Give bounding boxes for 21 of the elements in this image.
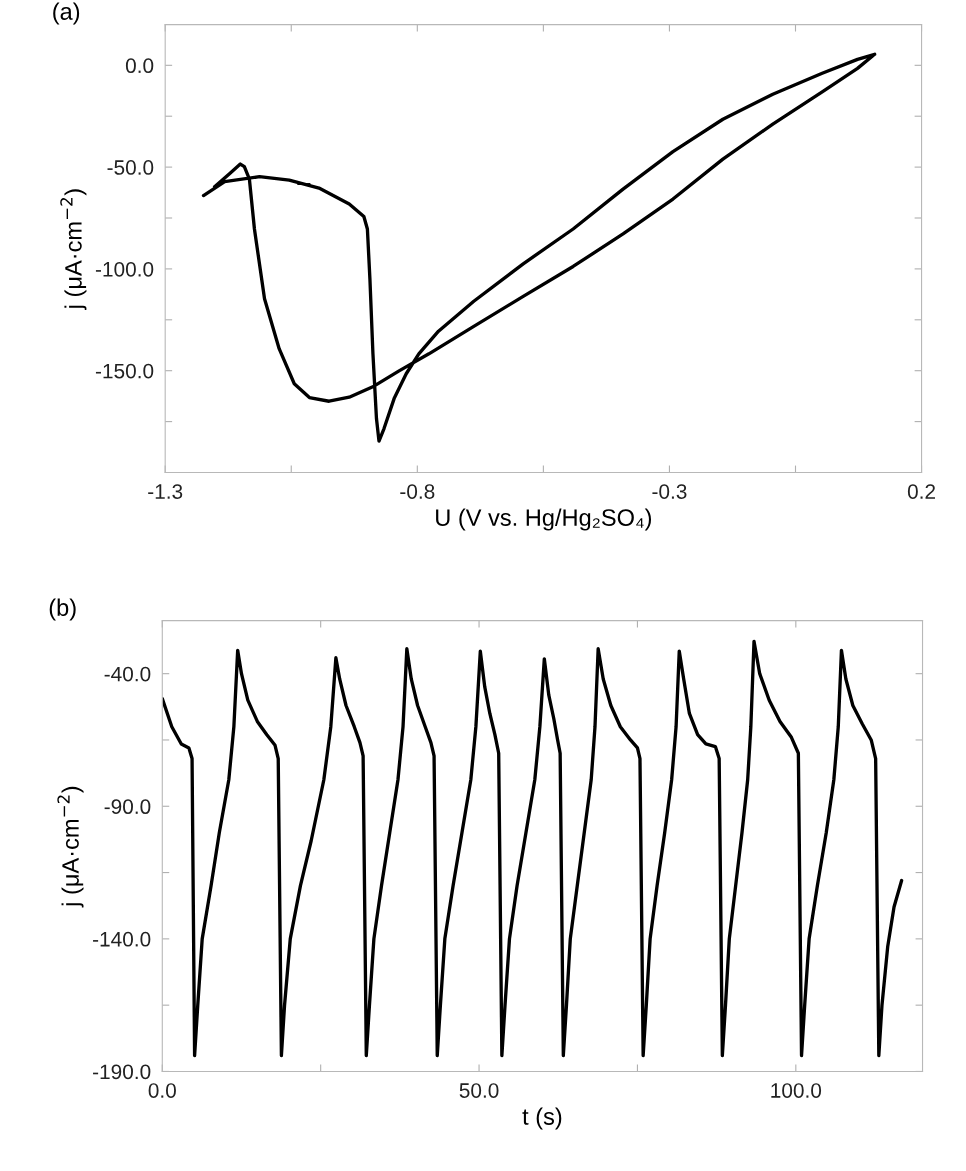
y-axis-title: j (μA·cm$^{−2}$) [60,189,87,310]
x-axis-title: U (V vs. Hg/Hg₂SO₄) [436,508,652,531]
x-tick-label: -0.8 [400,484,435,499]
y-tick-label: -90.0 [104,799,151,815]
y-axis-title: j (μA·cm$^{−2}$) [57,786,84,908]
x-tick-label: 100.0 [771,1083,822,1098]
y-tick-label: -100.0 [95,261,154,277]
y-tick-label: -140.0 [93,931,151,947]
x-tick-label: 50.0 [459,1083,499,1098]
y-tick-label: -50.0 [107,160,154,175]
y-tick-label: -150.0 [95,363,154,379]
y-tick-label: 0.0 [125,58,154,74]
x-axis-title: t (s) [522,1107,562,1130]
x-tick-label: 0.2 [907,484,935,499]
y-tick-label: -190.0 [93,1064,151,1080]
text: (b) [49,598,76,621]
text: (a) [53,2,80,25]
x-tick-label: 0.0 [148,1083,176,1098]
x-tick-label: -0.3 [652,484,687,499]
y-tick-label: -40.0 [104,666,151,682]
x-tick-label: -1.3 [148,484,183,499]
